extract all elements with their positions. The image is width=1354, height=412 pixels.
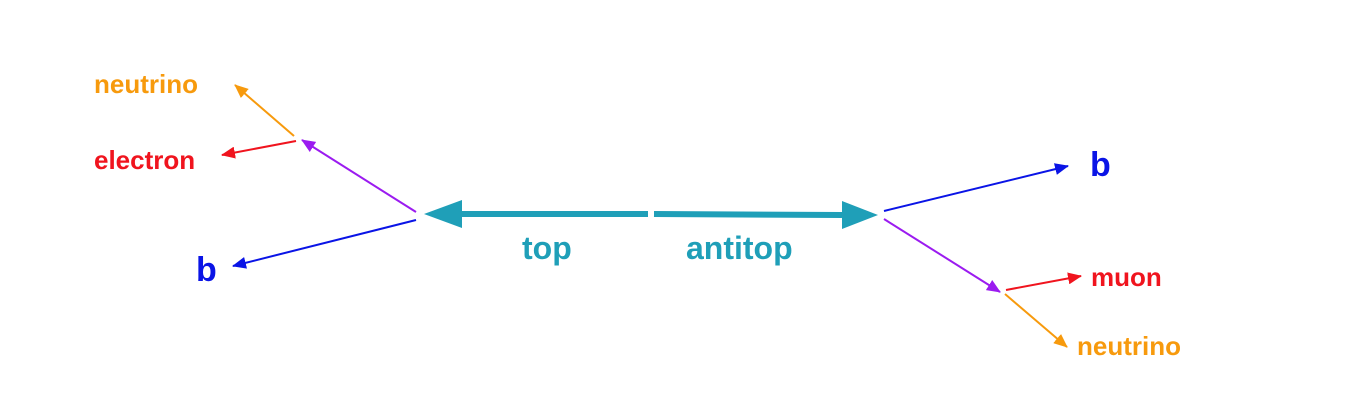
w-boson-right-arrow bbox=[883, 218, 1001, 293]
electron-label: electron bbox=[94, 145, 196, 175]
b-right-label: b bbox=[1090, 146, 1111, 184]
muon-label: muon bbox=[1091, 262, 1162, 292]
top-label: top bbox=[522, 230, 572, 266]
top-quark-arrowhead bbox=[424, 200, 462, 228]
b-quark-right-arrow bbox=[883, 163, 1069, 212]
antitop-quark-arrow bbox=[653, 211, 843, 218]
b-quark-left-arrow bbox=[232, 219, 417, 269]
antitop-quark-arrowhead bbox=[842, 201, 878, 229]
w-boson-left-arrow bbox=[301, 139, 417, 213]
neutrino-left-arrow bbox=[234, 84, 295, 137]
b-left-label: b bbox=[196, 251, 217, 289]
neutrino-right-label: neutrino bbox=[1077, 331, 1181, 361]
neutrino-right-arrow bbox=[1004, 293, 1068, 348]
muon-arrow bbox=[1005, 272, 1082, 291]
antitop-label: antitop bbox=[686, 230, 793, 266]
neutrino-left-label: neutrino bbox=[94, 69, 198, 99]
electron-arrow bbox=[221, 140, 297, 159]
